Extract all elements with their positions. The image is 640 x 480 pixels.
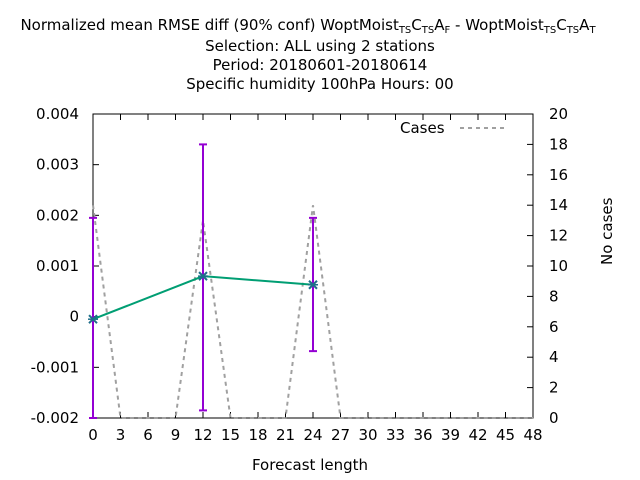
y-tick-label: 0.002 [36,206,79,224]
errorbars [89,143,317,419]
x-tick-label: 9 [171,426,181,444]
y2-tick-label: 0 [549,409,559,427]
y2-tick-label: 4 [549,348,559,366]
x-tick-label: 24 [303,426,322,444]
y-tick-label: -0.002 [31,409,79,427]
legend-cases-label: Cases [400,119,445,137]
y-tick-label: 0.004 [36,105,79,123]
x-tick-label: 36 [413,426,432,444]
x-tick-label: 33 [386,426,405,444]
chart-title: Normalized mean RMSE diff (90% conf) Wop… [20,16,596,36]
y2-tick-label: 14 [549,196,568,214]
diff-point [198,271,208,281]
diff-series [88,271,318,324]
y2-tick-label: 12 [549,227,568,245]
chart-subtitle-variable: Specific humidity 100hPa Hours: 00 [186,75,454,93]
diff-point [308,280,318,290]
diff-point [88,314,98,324]
x-tick-label: 3 [116,426,126,444]
tick-marks: 0 3 6 9 12 15 18 21 24 27 30 33 36 39 42 45 48-0.002-0.0… [31,105,568,444]
x-tick-label: 18 [248,426,267,444]
x-tick-label: 30 [358,426,377,444]
y2-tick-label: 6 [549,318,559,336]
y2-tick-label: 2 [549,379,559,397]
y2-axis-label: No cases [598,197,616,265]
y2-tick-label: 8 [549,287,559,305]
x-axis-label: Forecast length [251,456,369,474]
x-tick-label: 0 [88,426,98,444]
chart-subtitle-period: Period: 20180601-20180614 [212,56,428,74]
y-tick-label: 0.003 [36,156,79,174]
x-tick-label: 27 [331,426,350,444]
y-tick-label: 0 [69,308,79,326]
y2-tick-label: 20 [549,105,568,123]
y-tick-label: -0.001 [31,358,79,376]
x-tick-label: 48 [523,426,542,444]
y2-tick-label: 10 [549,257,568,275]
y2-tick-label: 18 [549,135,568,153]
chart-subtitle-selection: Selection: ALL using 2 stations [205,37,435,55]
y-tick-label: 0.001 [36,257,79,275]
x-tick-label: 45 [496,426,515,444]
x-tick-label: 15 [221,426,240,444]
x-tick-label: 12 [193,426,212,444]
x-tick-label: 6 [143,426,153,444]
x-tick-label: 21 [276,426,295,444]
cases-series [92,205,533,419]
cases-line [92,205,533,419]
y2-tick-label: 16 [549,166,568,184]
x-tick-label: 42 [468,426,487,444]
x-tick-label: 39 [441,426,460,444]
